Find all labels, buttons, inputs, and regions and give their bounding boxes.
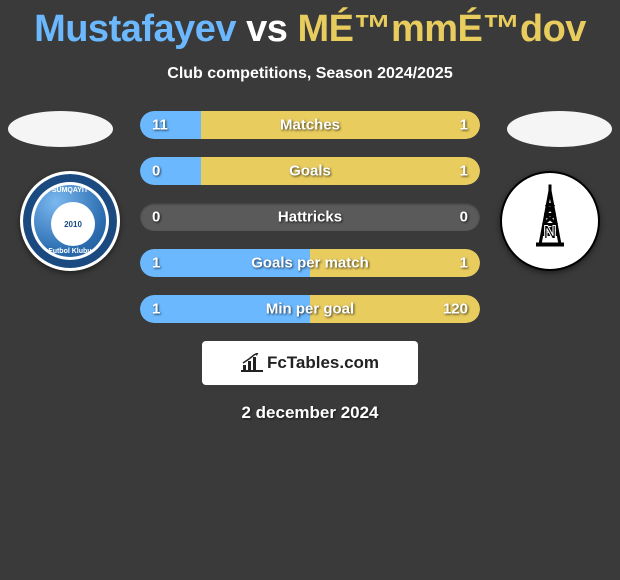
- player2-placeholder: [507, 111, 612, 147]
- comparison-content: SUMQAYIT 2010 Futbol Klubu N 11 M: [0, 111, 620, 423]
- club-badge-right: N: [500, 171, 600, 271]
- stat-label: Goals: [140, 163, 480, 180]
- stat-val-p2: 1: [460, 163, 468, 180]
- stat-label: Min per goal: [140, 301, 480, 318]
- stat-bar: 1 Goals per match 1: [140, 249, 480, 277]
- title-vs: vs: [246, 8, 287, 50]
- stat-bar: 11 Matches 1: [140, 111, 480, 139]
- badge-left-top-text: SUMQAYIT: [23, 187, 117, 194]
- stat-bar: 0 Goals 1: [140, 157, 480, 185]
- page-title: Mustafayev vs MÉ™mmÉ™dov: [0, 0, 620, 51]
- stat-label: Goals per match: [140, 255, 480, 272]
- stat-bars: 11 Matches 1 0 Goals 1 0 Hattricks 0 1 G…: [140, 111, 480, 323]
- svg-text:N: N: [544, 223, 557, 243]
- date-text: 2 december 2024: [0, 403, 620, 423]
- oil-tower-icon: N: [520, 183, 580, 253]
- attribution-box: FcTables.com: [202, 341, 418, 385]
- player1-placeholder: [8, 111, 113, 147]
- stat-val-p2: 120: [443, 301, 468, 318]
- club-badge-left: SUMQAYIT 2010 Futbol Klubu: [20, 171, 120, 271]
- chart-icon: [241, 353, 263, 373]
- stat-label: Matches: [140, 117, 480, 134]
- attribution-text: FcTables.com: [267, 353, 379, 373]
- stat-label: Hattricks: [140, 209, 480, 226]
- badge-left-year: 2010: [51, 202, 95, 246]
- stat-bar: 0 Hattricks 0: [140, 203, 480, 231]
- stat-val-p2: 1: [460, 117, 468, 134]
- stat-val-p2: 0: [460, 209, 468, 226]
- stat-val-p2: 1: [460, 255, 468, 272]
- title-player2: MÉ™mmÉ™dov: [297, 8, 585, 50]
- subtitle: Club competitions, Season 2024/2025: [0, 65, 620, 83]
- stat-bar: 1 Min per goal 120: [140, 295, 480, 323]
- title-player1: Mustafayev: [34, 8, 236, 50]
- badge-left-bottom-text: Futbol Klubu: [23, 248, 117, 255]
